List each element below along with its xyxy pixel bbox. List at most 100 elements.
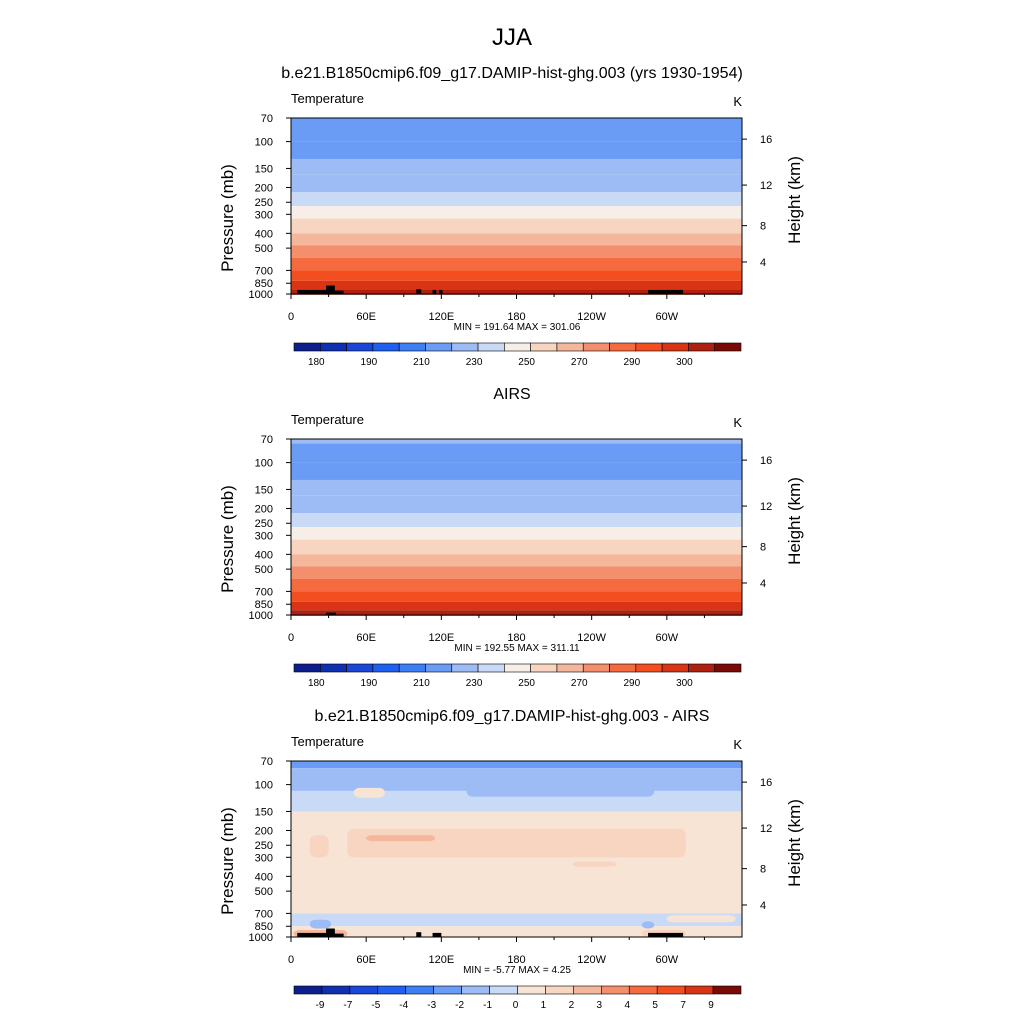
colorbar-label: 190 bbox=[361, 678, 378, 689]
colorbar-label: 250 bbox=[518, 678, 535, 689]
colorbar-swatch bbox=[349, 985, 379, 995]
height-tick-label: 16 bbox=[760, 134, 772, 146]
topography-mask bbox=[334, 933, 344, 937]
colorbar-label: 270 bbox=[571, 678, 588, 689]
colorbar-swatch bbox=[504, 342, 531, 352]
colorbar-label: 7 bbox=[680, 1000, 686, 1011]
height-tick-label: 4 bbox=[760, 257, 766, 269]
pressure-tick-label: 500 bbox=[255, 243, 273, 255]
colorbar-swatch bbox=[425, 663, 453, 673]
contour-band bbox=[291, 270, 742, 281]
colorbar-label: 0 bbox=[513, 1000, 519, 1011]
colorbar-label: 180 bbox=[308, 357, 325, 368]
min-max-stats: MIN = -5.77 MAX = 4.25 bbox=[463, 965, 571, 976]
longitude-tick-label: 0 bbox=[288, 632, 294, 644]
contour-patch bbox=[347, 828, 686, 858]
colorbar-swatch bbox=[688, 342, 716, 352]
colorbar-label: 4 bbox=[624, 1000, 630, 1011]
contour-band bbox=[291, 495, 742, 514]
y-axis-label: Pressure (mb) bbox=[218, 485, 237, 593]
colorbar-label: 250 bbox=[518, 357, 535, 368]
colorbar-swatch bbox=[293, 985, 323, 995]
topography-mask bbox=[648, 932, 684, 937]
chart-panel-3: b.e21.B1850cmip6.f09_g17.DAMIP-hist-ghg.… bbox=[218, 708, 804, 1011]
colorbar-swatch bbox=[398, 663, 426, 673]
colorbar-swatch bbox=[661, 663, 689, 673]
colorbar-swatch bbox=[556, 342, 584, 352]
longitude-tick-label: 120E bbox=[428, 632, 454, 644]
pressure-tick-label: 70 bbox=[261, 434, 273, 446]
units-label: K bbox=[733, 415, 742, 430]
longitude-tick-label: 60E bbox=[356, 632, 376, 644]
colorbar-label: -5 bbox=[371, 1000, 380, 1011]
pressure-tick-label: 300 bbox=[255, 209, 273, 221]
contour-band bbox=[291, 245, 742, 258]
longitude-tick-label: 120W bbox=[577, 954, 606, 966]
pressure-tick-label: 300 bbox=[255, 530, 273, 542]
colorbar-label: 230 bbox=[466, 678, 483, 689]
height-tick-label: 4 bbox=[760, 578, 766, 590]
contour-band bbox=[291, 289, 742, 294]
colorbar-swatch bbox=[609, 663, 637, 673]
height-tick-label: 12 bbox=[760, 180, 772, 192]
contour-band bbox=[291, 462, 742, 480]
longitude-tick-label: 120E bbox=[428, 311, 454, 323]
colorbar-swatch bbox=[582, 663, 610, 673]
colorbar-label: 1 bbox=[541, 1000, 547, 1011]
topography-mask bbox=[438, 289, 443, 294]
pressure-tick-label: 100 bbox=[255, 458, 273, 470]
contour-band bbox=[291, 527, 742, 540]
contour-band bbox=[291, 439, 742, 444]
pressure-tick-label: 850 bbox=[255, 278, 273, 290]
pressure-tick-label: 250 bbox=[255, 197, 273, 209]
contour-band bbox=[291, 218, 742, 234]
longitude-tick-label: 0 bbox=[288, 954, 294, 966]
contour-patch bbox=[666, 915, 736, 923]
height-tick-label: 16 bbox=[760, 455, 772, 467]
colorbar-swatch bbox=[582, 342, 610, 352]
height-tick-label: 12 bbox=[760, 823, 772, 835]
pressure-tick-label: 100 bbox=[255, 137, 273, 149]
pressure-tick-label: 250 bbox=[255, 840, 273, 852]
colorbar-swatch bbox=[293, 663, 321, 673]
topography-mask bbox=[416, 932, 422, 937]
colorbar-swatch bbox=[319, 663, 347, 673]
pressure-tick-label: 850 bbox=[255, 921, 273, 933]
longitude-tick-label: 120W bbox=[577, 311, 606, 323]
pressure-tick-label: 150 bbox=[255, 163, 273, 175]
longitude-tick-label: 180 bbox=[507, 311, 525, 323]
contour-band bbox=[291, 811, 742, 914]
colorbar-swatch bbox=[319, 342, 347, 352]
contour-patch bbox=[641, 921, 655, 929]
colorbar-swatch bbox=[433, 985, 462, 995]
contour-band bbox=[291, 578, 742, 592]
pressure-tick-label: 200 bbox=[255, 825, 273, 837]
colorbar-swatch bbox=[714, 663, 742, 673]
colorbar-label: 300 bbox=[676, 678, 693, 689]
contour-band bbox=[291, 233, 742, 246]
colorbar-label: 9 bbox=[708, 1000, 714, 1011]
colorbar-label: 270 bbox=[571, 357, 588, 368]
pressure-tick-label: 200 bbox=[255, 503, 273, 515]
pressure-tick-label: 850 bbox=[255, 599, 273, 611]
colorbar-swatch bbox=[451, 663, 479, 673]
colorbar-swatch bbox=[556, 663, 584, 673]
colorbar-swatch bbox=[517, 985, 546, 995]
colorbar-swatch bbox=[398, 342, 426, 352]
field-label: Temperature bbox=[291, 91, 364, 106]
colorbar-label: 180 bbox=[308, 678, 325, 689]
topography-mask bbox=[416, 289, 422, 294]
panel-title: b.e21.B1850cmip6.f09_g17.DAMIP-hist-ghg.… bbox=[315, 708, 710, 725]
contour-band bbox=[291, 913, 742, 927]
colorbar-swatch bbox=[293, 342, 321, 352]
pressure-tick-label: 1000 bbox=[249, 610, 273, 622]
y-axis-label-right: Height (km) bbox=[785, 477, 804, 565]
colorbar-label: 210 bbox=[413, 357, 430, 368]
field-label: Temperature bbox=[291, 412, 364, 427]
pressure-tick-label: 700 bbox=[255, 265, 273, 277]
colorbar-swatch bbox=[425, 342, 453, 352]
contour-band bbox=[291, 513, 742, 528]
contour-band bbox=[291, 539, 742, 555]
pressure-tick-label: 400 bbox=[255, 228, 273, 240]
pressure-tick-label: 1000 bbox=[249, 932, 273, 944]
